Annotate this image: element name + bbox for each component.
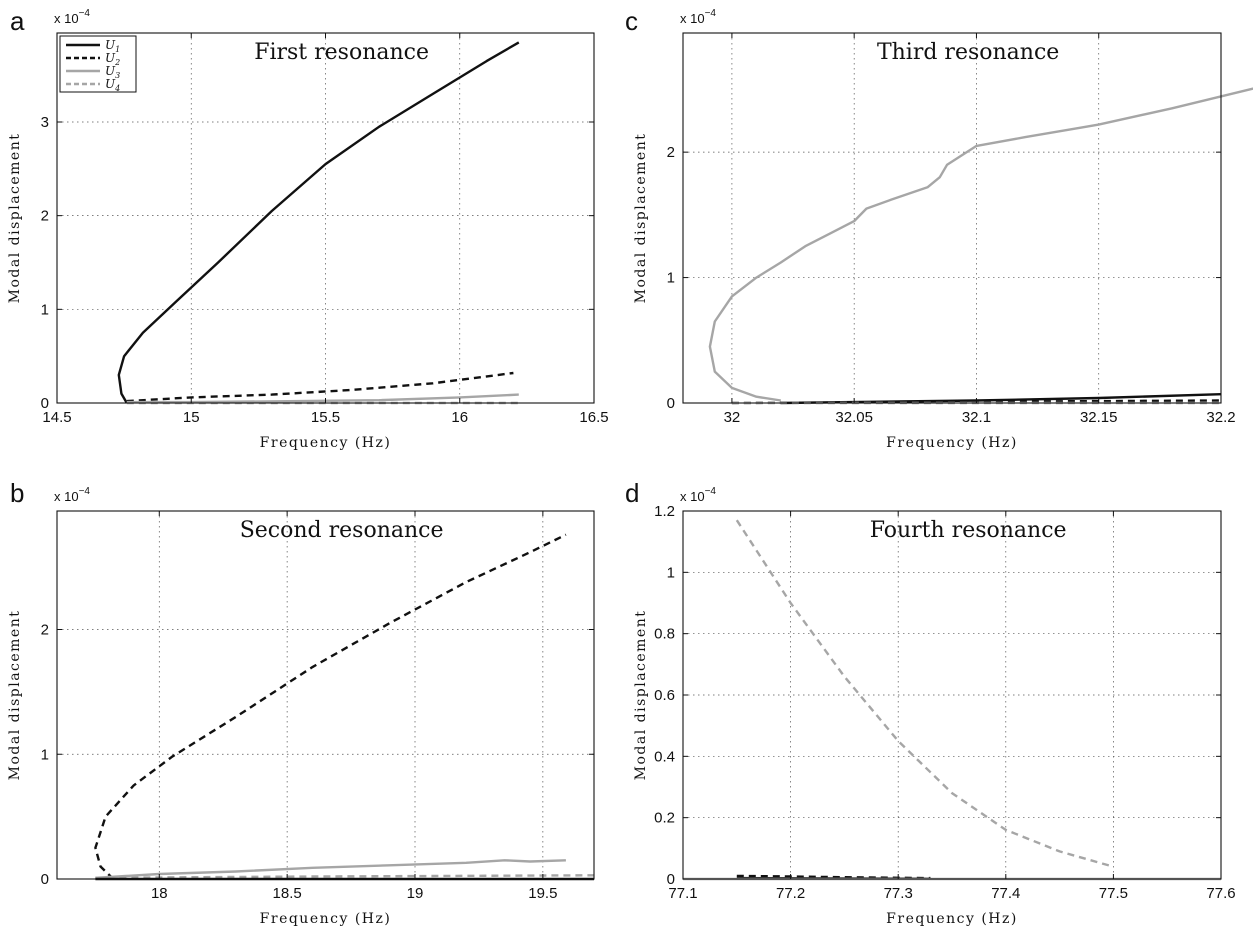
panel-letter: d <box>625 478 639 508</box>
series-line-2 <box>126 371 514 403</box>
legend-entry-subscript: 2 <box>114 58 120 67</box>
x-tick-label: 77.4 <box>991 885 1020 902</box>
y-tick-label: 2 <box>667 144 675 161</box>
chart-panel-c: c 32 32.05 32.1 32.15 32.2 0 1 2 x 10−4 Third reso… <box>625 6 1253 451</box>
y-tick-label: 3 <box>41 114 49 131</box>
y-exponent-power: −4 <box>705 486 717 497</box>
series-line-1 <box>708 87 1253 402</box>
y-tick-label: 0 <box>667 395 675 412</box>
y-tick-label: 2 <box>41 208 49 225</box>
panel-letter: a <box>10 6 25 36</box>
x-tick-label: 18.5 <box>273 885 302 902</box>
y-axis-title: Modal displacement <box>633 610 649 781</box>
x-tick-label: 77.6 <box>1206 885 1235 902</box>
chart-title: Third resonance <box>877 40 1059 65</box>
plot-frame <box>56 510 595 880</box>
x-tick-label: 16.5 <box>579 409 608 426</box>
x-tick-label: 15 <box>183 409 200 426</box>
y-exponent-power: −4 <box>79 486 91 497</box>
series-line-1 <box>94 533 567 880</box>
chart-title: Fourth resonance <box>870 518 1067 543</box>
x-tick-label: 32.15 <box>1080 409 1118 426</box>
x-tick-label: 32.1 <box>962 409 991 426</box>
chart-title: Second resonance <box>240 518 444 543</box>
x-axis-title: Frequency (Hz) <box>260 911 392 927</box>
chart-panel-d: d 77.1 77.2 77.3 77.4 77.5 77.6 0 0.2 0.4 0.6 0.8 1 1… <box>625 478 1236 927</box>
x-tick-label: 77.1 <box>668 885 697 902</box>
x-tick-label: 77.3 <box>884 885 913 902</box>
x-tick-label: 32.05 <box>835 409 873 426</box>
y-tick-label: 0 <box>667 871 675 888</box>
y-tick-label: 1 <box>667 564 675 581</box>
panel-letter: b <box>10 478 24 508</box>
y-exponent-label: x 10−4 <box>54 486 90 504</box>
y-tick-label: 0.4 <box>654 748 675 765</box>
y-tick-label: 0 <box>41 871 49 888</box>
series-line-3 <box>95 874 595 879</box>
x-tick-label: 19.5 <box>528 885 557 902</box>
x-tick-label: 18 <box>151 885 168 902</box>
x-tick-label: 77.5 <box>1099 885 1128 902</box>
x-axis-title: Frequency (Hz) <box>260 435 392 451</box>
y-exponent-power: −4 <box>705 8 717 19</box>
y-tick-label: 0.6 <box>654 687 675 704</box>
legend-entry-subscript: 3 <box>115 71 120 80</box>
x-tick-label: 15.5 <box>311 409 340 426</box>
y-tick-label: 0 <box>41 395 49 412</box>
y-exponent-label: x 10−4 <box>680 8 716 26</box>
x-tick-label: 14.5 <box>42 409 71 426</box>
chart-panel-b: b 18 18.5 19 19.5 0 1 2 x 10−4 Second resonance Fr… <box>7 478 595 927</box>
x-axis-title: Frequency (Hz) <box>886 435 1018 451</box>
y-axis-title: Modal displacement <box>633 133 649 304</box>
x-tick-label: 32.2 <box>1206 409 1235 426</box>
series-line-1 <box>735 519 1114 868</box>
x-tick-label: 32 <box>724 409 741 426</box>
chart-panel-a: a 14.5 15 15.5 16 16.5 0 1 2 3 x 10−4 First resonan… <box>7 6 609 451</box>
y-exponent-label: x 10−4 <box>680 486 716 504</box>
y-tick-label: 0.2 <box>654 810 675 827</box>
x-axis-title: Frequency (Hz) <box>886 911 1018 927</box>
series-line-2 <box>95 859 566 879</box>
y-tick-label: 1 <box>41 301 49 318</box>
panel-letter: c <box>625 6 638 36</box>
legend-entry-subscript: 1 <box>115 45 120 54</box>
series-line-1 <box>117 41 520 404</box>
chart-title: First resonance <box>254 40 429 65</box>
y-tick-label: 0.8 <box>654 626 675 643</box>
y-axis-title: Modal displacement <box>7 610 23 781</box>
y-exponent-label: x 10−4 <box>54 8 90 26</box>
legend-entry-subscript: 4 <box>114 84 120 93</box>
y-tick-label: 1.2 <box>654 503 675 520</box>
plot-frame <box>682 32 1222 404</box>
x-tick-label: 77.2 <box>776 885 805 902</box>
y-axis-title: Modal displacement <box>7 133 23 304</box>
y-tick-label: 1 <box>667 270 675 287</box>
x-tick-label: 16 <box>451 409 468 426</box>
y-exponent-power: −4 <box>79 8 91 19</box>
y-tick-label: 2 <box>41 622 49 639</box>
x-tick-label: 19 <box>407 885 424 902</box>
y-tick-label: 1 <box>41 746 49 763</box>
